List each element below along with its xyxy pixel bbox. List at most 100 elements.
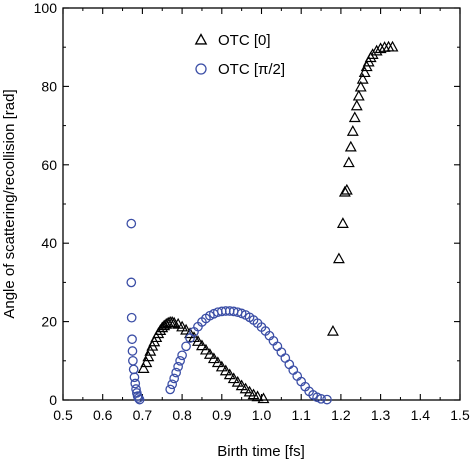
data-point-triangle	[239, 382, 252, 394]
data-point-circle	[134, 394, 145, 405]
data-point-triangle	[144, 344, 157, 356]
data-point-triangle	[342, 156, 355, 168]
data-point-circle	[129, 372, 140, 383]
data-point-triangle	[350, 99, 363, 111]
data-point-triangle	[386, 40, 399, 52]
points-layer	[126, 40, 399, 405]
data-point-circle	[171, 367, 181, 378]
data-point-circle	[133, 393, 144, 403]
data-point-circle	[126, 277, 137, 288]
x-tick-label: 1.4	[411, 407, 431, 423]
data-point-triangle	[346, 125, 359, 136]
data-point-triangle	[257, 392, 270, 404]
data-point-triangle	[358, 66, 371, 78]
x-tick-label: 1.1	[291, 407, 311, 423]
data-point-triangle	[235, 379, 248, 391]
data-point-circle	[127, 334, 137, 345]
data-point-circle	[173, 361, 183, 372]
data-point-circle	[288, 365, 299, 376]
x-tick-label: 1.2	[331, 407, 351, 423]
data-point-triangle	[137, 362, 150, 373]
data-point-circle	[127, 346, 138, 356]
x-axis-title: Birth time [fs]	[217, 443, 305, 460]
data-point-triangle	[211, 356, 224, 368]
y-tick-label: 100	[34, 0, 58, 16]
x-tick-label: 1.5	[450, 407, 470, 423]
y-tick-label: 60	[41, 157, 57, 173]
y-tick-label: 80	[41, 78, 57, 94]
data-point-circle	[181, 341, 191, 352]
x-tick-label: 0.6	[93, 407, 113, 423]
data-point-triangle	[195, 339, 208, 351]
data-point-triangle	[327, 324, 339, 336]
data-point-triangle	[142, 350, 155, 362]
data-point-triangle	[251, 390, 264, 402]
data-point-circle	[322, 394, 332, 405]
y-axis-title: Angle of scattering/recollision [rad]	[1, 89, 18, 318]
data-point-triangle	[199, 343, 212, 355]
data-point-circle	[131, 384, 141, 394]
data-point-circle	[128, 355, 138, 366]
legend-item-otc-pi-2: OTC [π/2]	[195, 61, 285, 78]
data-point-triangle	[374, 42, 387, 54]
y-tick-label: 20	[41, 314, 57, 330]
data-point-triangle	[338, 185, 351, 197]
data-point-circle	[167, 379, 178, 390]
data-point-triangle	[162, 316, 175, 328]
data-point-circle	[276, 347, 287, 358]
data-point-circle	[280, 353, 291, 363]
data-point-circle	[165, 384, 176, 395]
data-point-triangle	[332, 252, 345, 264]
data-point-circle	[126, 218, 137, 229]
x-tick-label: 0.9	[212, 407, 232, 423]
data-point-triangle	[354, 80, 367, 92]
data-point-triangle	[231, 375, 244, 387]
data-point-triangle	[370, 44, 383, 56]
data-point-circle	[130, 378, 141, 389]
data-point-circle	[169, 373, 180, 384]
data-point-triangle	[203, 348, 216, 359]
ticks-layer: 0.5 0.6 0.7 0.8 0.9 1.0 1.1 1.2 1.3 1.4 1.5 0 20 40 60…	[34, 0, 470, 423]
data-point-triangle	[215, 360, 228, 372]
data-point-circle	[128, 364, 139, 375]
data-point-triangle	[227, 372, 240, 384]
data-point-triangle	[352, 89, 365, 101]
legend: OTC [0] OTC [π/2]	[194, 32, 285, 78]
data-point-triangle	[356, 72, 369, 84]
x-tick-label: 1.0	[252, 407, 272, 423]
data-point-triangle	[219, 364, 232, 376]
data-point-triangle	[184, 327, 196, 339]
data-point-triangle	[207, 352, 220, 364]
data-point-triangle	[188, 331, 200, 343]
data-point-triangle	[366, 48, 379, 59]
data-point-triangle	[336, 217, 349, 228]
data-point-triangle	[176, 320, 189, 332]
data-point-triangle	[166, 315, 179, 327]
legend-label-otc-0: OTC [0]	[218, 32, 271, 49]
data-point-circle	[175, 355, 185, 366]
data-point-triangle	[348, 111, 361, 123]
data-point-triangle	[180, 323, 193, 335]
data-point-circle	[316, 393, 326, 404]
data-point-triangle	[344, 140, 357, 152]
data-point-triangle	[340, 183, 353, 195]
data-point-triangle	[140, 356, 153, 368]
data-point-triangle	[158, 319, 171, 331]
legend-item-otc-0: OTC [0]	[194, 32, 271, 49]
y-tick-label: 0	[49, 392, 57, 408]
data-point-triangle	[192, 335, 204, 346]
data-point-circle	[126, 312, 137, 323]
x-tick-label: 0.8	[172, 407, 192, 423]
x-tick-label: 0.7	[133, 407, 153, 423]
data-point-circle	[177, 350, 187, 361]
x-tick-label: 0.5	[53, 407, 73, 423]
legend-marker-triangle	[194, 33, 208, 45]
y-tick-label: 40	[41, 235, 57, 251]
legend-marker-circle	[195, 63, 207, 75]
x-tick-label: 1.3	[371, 407, 391, 423]
data-point-triangle	[223, 368, 236, 380]
legend-label-otc-pi-2: OTC [π/2]	[218, 61, 285, 78]
data-point-circle	[284, 359, 295, 370]
